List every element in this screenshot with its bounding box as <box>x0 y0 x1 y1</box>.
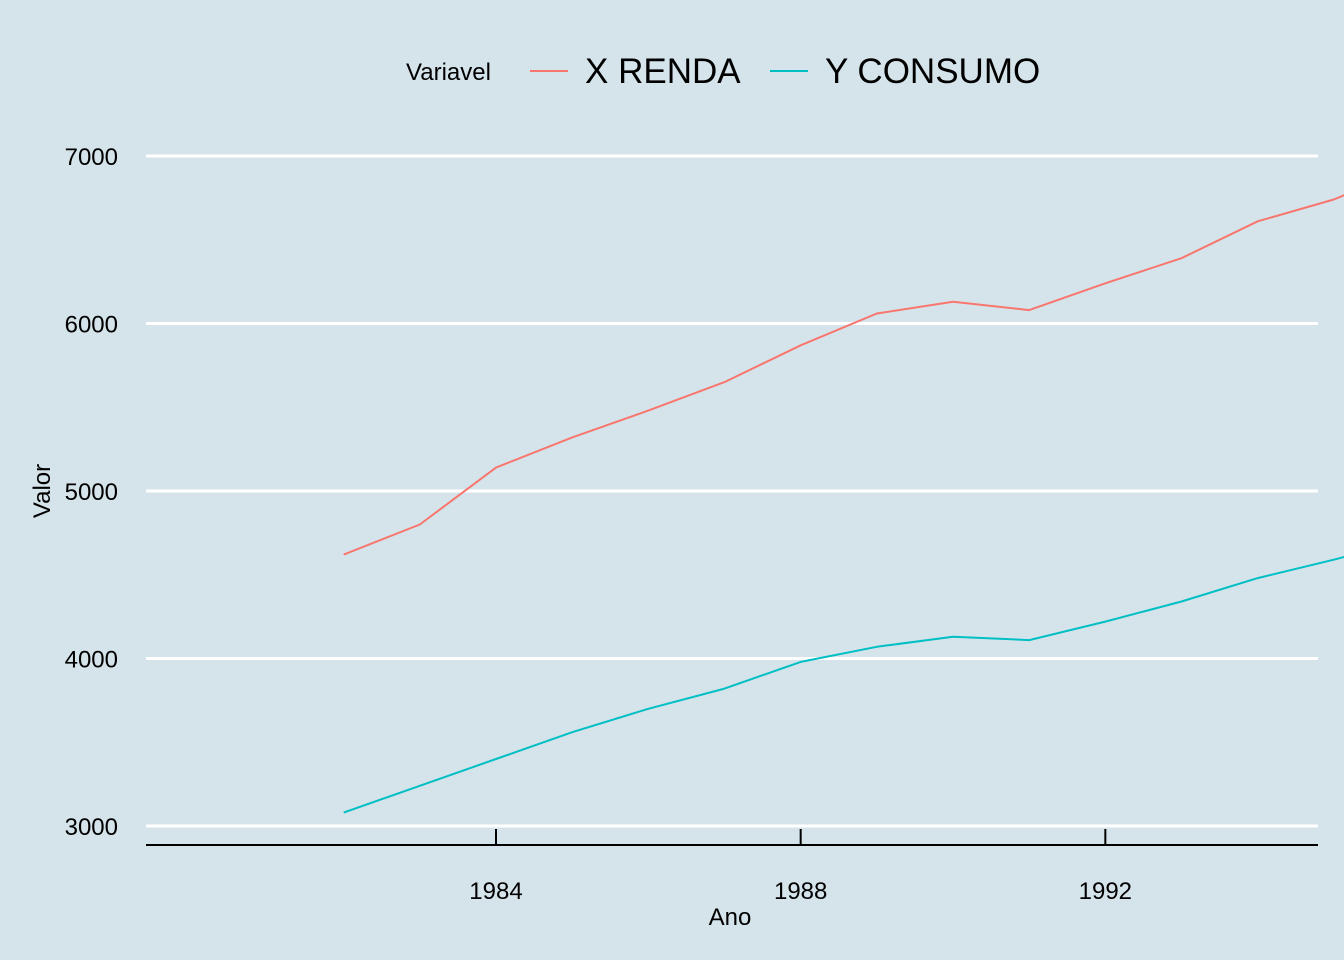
series-lines <box>343 194 1344 814</box>
y-tick-label-5000: 5000 <box>65 479 118 506</box>
y-axis-tick-labels: 3000 4000 5000 6000 7000 <box>65 144 118 841</box>
y-tick-label-4000: 4000 <box>65 647 118 674</box>
series-line-y-consumo <box>343 555 1344 814</box>
legend-title: Variavel <box>406 59 491 86</box>
y-axis-label: Valor <box>29 464 56 518</box>
x-axis: 1984198819921996 <box>146 829 1318 905</box>
y-tick-label-7000: 7000 <box>65 144 118 171</box>
x-axis-label: Ano <box>709 904 752 931</box>
x-tick-label-1992: 1992 <box>1079 878 1132 905</box>
y-tick-label-3000: 3000 <box>65 814 118 841</box>
x-tick-label-1984: 1984 <box>469 878 522 905</box>
legend: Variavel X RENDA Y CONSUMO <box>406 52 1040 91</box>
y-tick-label-6000: 6000 <box>65 312 118 339</box>
legend-label-y-consumo: Y CONSUMO <box>825 52 1040 91</box>
series-line-x-renda <box>343 194 1344 556</box>
x-tick-label-1988: 1988 <box>774 878 827 905</box>
legend-label-x-renda: X RENDA <box>585 52 741 91</box>
gridlines <box>146 154 1318 828</box>
